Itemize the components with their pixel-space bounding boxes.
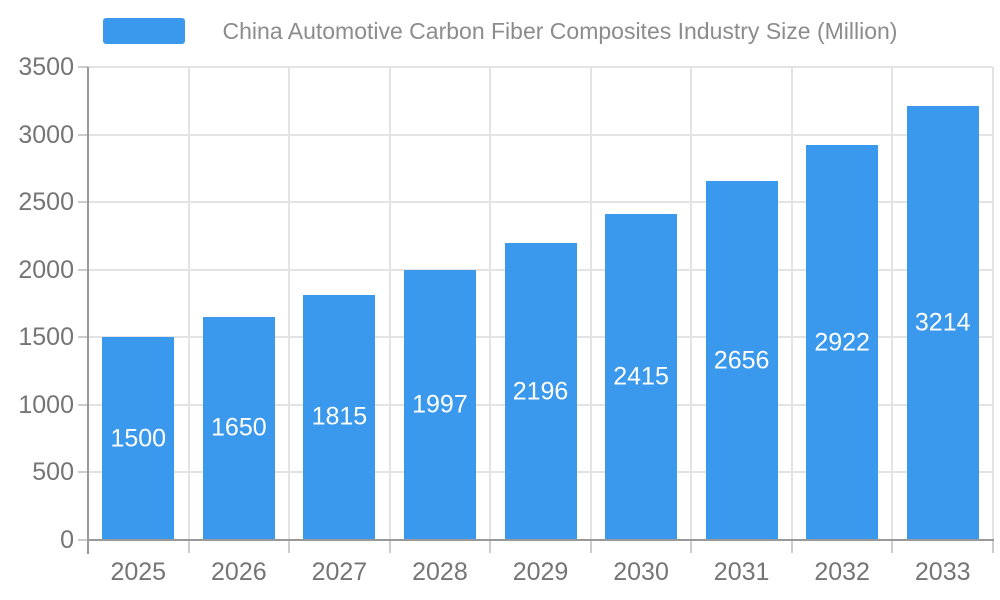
- gridline-v: [288, 67, 291, 540]
- x-axis-label: 2028: [412, 558, 468, 586]
- gridline-v: [388, 67, 391, 540]
- bar-2027[interactable]: 1815: [303, 294, 376, 540]
- legend-label: China Automotive Carbon Fiber Composites…: [222, 17, 898, 44]
- legend-marker: [102, 18, 185, 44]
- x-axis-line: [87, 539, 994, 541]
- y-axis-label: 3500: [18, 53, 74, 81]
- y-axis-tick: [78, 66, 88, 68]
- y-axis-line: [87, 67, 89, 554]
- bar-value-label: 2656: [713, 346, 770, 375]
- y-axis-label: 0: [60, 526, 74, 554]
- gridline-h: [88, 133, 993, 136]
- y-axis-label: 1500: [18, 323, 74, 352]
- x-axis-label: 2031: [713, 558, 770, 586]
- bar-value-label: 1815: [311, 402, 368, 431]
- bar-2032[interactable]: 2922: [806, 145, 879, 540]
- x-axis-label: 2029: [512, 558, 569, 586]
- gridline-v: [489, 67, 492, 540]
- gridline-v: [690, 67, 693, 540]
- bar-2029[interactable]: 2196: [504, 243, 577, 540]
- gridline-v: [992, 67, 994, 540]
- y-axis-label: 3000: [18, 120, 74, 149]
- y-axis-tick: [78, 471, 88, 474]
- bar-value-label: 1650: [211, 413, 267, 442]
- bar-value-label: 3214: [914, 308, 971, 337]
- bar-value-label: 1997: [412, 390, 468, 419]
- gridline-v: [790, 67, 793, 540]
- y-axis-label: 1000: [18, 390, 74, 419]
- gridline-v: [891, 67, 894, 540]
- x-axis-label: 2033: [914, 558, 971, 586]
- x-axis-label: 2030: [613, 558, 669, 586]
- bar-value-label: 1500: [110, 424, 167, 453]
- y-axis-label: 2500: [18, 188, 74, 217]
- y-axis-tick: [78, 539, 88, 541]
- bar-value-label: 2196: [512, 377, 569, 406]
- x-axis-tick: [187, 540, 190, 553]
- bar-2026[interactable]: 1650: [202, 317, 275, 540]
- x-axis-label: 2032: [814, 558, 870, 586]
- bar-value-label: 2922: [814, 328, 870, 357]
- x-axis-tick: [489, 540, 492, 553]
- bar-2031[interactable]: 2656: [705, 181, 778, 540]
- bar-2030[interactable]: 2415: [605, 213, 678, 540]
- x-axis-label: 2026: [211, 558, 267, 586]
- x-axis-label: 2027: [311, 558, 368, 586]
- y-axis-tick: [78, 133, 88, 136]
- y-axis-label: 2000: [18, 255, 74, 284]
- gridline-h: [88, 66, 993, 68]
- bar-2025[interactable]: 1500: [102, 337, 175, 540]
- x-axis-tick: [690, 540, 693, 553]
- x-axis-tick: [589, 540, 592, 553]
- bar-2033[interactable]: 3214: [906, 105, 979, 540]
- x-axis-tick: [288, 540, 291, 553]
- x-axis-tick: [388, 540, 391, 553]
- legend-item[interactable]: China Automotive Carbon Fiber Composites…: [102, 17, 898, 45]
- x-axis-tick: [891, 540, 894, 553]
- y-axis-tick: [78, 201, 88, 204]
- x-axis-tick: [790, 540, 793, 553]
- y-axis-tick: [78, 403, 88, 406]
- x-axis-tick: [992, 540, 994, 553]
- bar-2028[interactable]: 1997: [403, 270, 476, 540]
- bar-value-label: 2415: [613, 362, 669, 391]
- gridline-v: [589, 67, 592, 540]
- x-axis-label: 2025: [110, 558, 167, 586]
- gridline-v: [187, 67, 190, 540]
- legend: China Automotive Carbon Fiber Composites…: [0, 14, 1000, 48]
- y-axis-tick: [78, 268, 88, 271]
- y-axis-tick: [78, 336, 88, 339]
- gridline-h: [88, 201, 993, 204]
- y-axis-label: 500: [32, 458, 74, 487]
